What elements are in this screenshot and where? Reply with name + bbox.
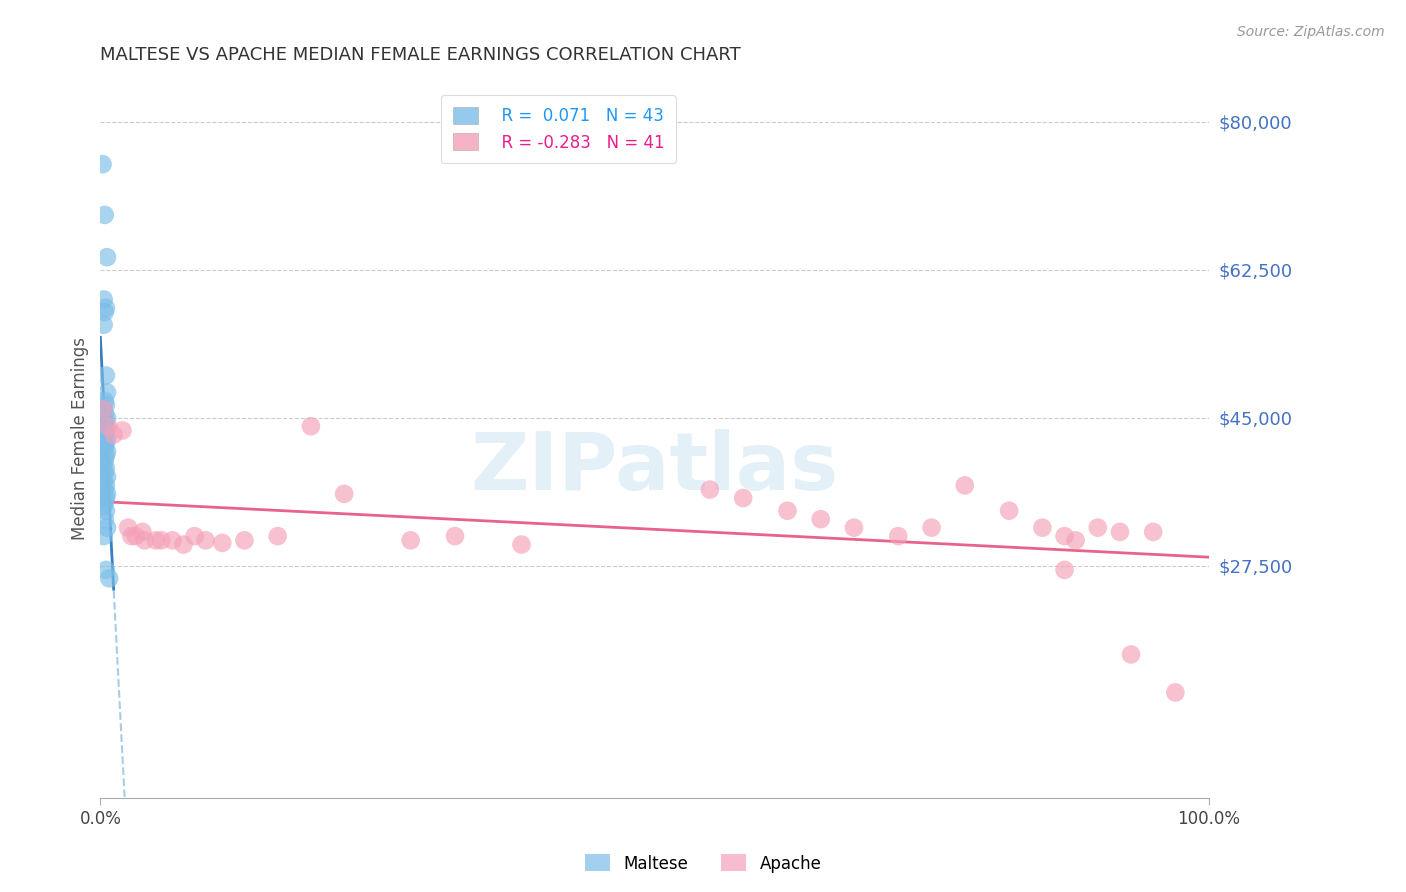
- Point: [94, 449, 117, 463]
- Point: [94, 512, 117, 526]
- Point: [444, 529, 467, 543]
- Point: [1087, 521, 1109, 535]
- Point: [97, 419, 120, 434]
- Point: [194, 533, 217, 548]
- Point: [733, 491, 755, 505]
- Point: [94, 441, 117, 455]
- Point: [94, 398, 117, 412]
- Point: [93, 318, 115, 332]
- Point: [93, 402, 115, 417]
- Point: [94, 491, 117, 505]
- Point: [94, 461, 117, 475]
- Point: [96, 385, 118, 400]
- Point: [93, 419, 115, 434]
- Point: [1053, 529, 1076, 543]
- Point: [266, 529, 288, 543]
- Point: [94, 436, 117, 450]
- Point: [94, 419, 117, 434]
- Point: [103, 427, 125, 442]
- Point: [233, 533, 256, 548]
- Point: [96, 487, 118, 501]
- Point: [94, 424, 117, 438]
- Point: [333, 487, 356, 501]
- Point: [93, 402, 115, 417]
- Point: [96, 432, 118, 446]
- Point: [93, 500, 115, 514]
- Point: [1031, 521, 1053, 535]
- Point: [93, 474, 115, 488]
- Point: [125, 529, 148, 543]
- Point: [111, 424, 134, 438]
- Point: [211, 536, 233, 550]
- Point: [94, 301, 117, 315]
- Point: [150, 533, 173, 548]
- Y-axis label: Median Female Earnings: Median Female Earnings: [72, 337, 89, 541]
- Point: [93, 293, 115, 307]
- Point: [953, 478, 976, 492]
- Point: [94, 407, 117, 421]
- Point: [810, 512, 832, 526]
- Point: [299, 419, 322, 434]
- Point: [94, 495, 117, 509]
- Point: [94, 478, 117, 492]
- Point: [94, 563, 117, 577]
- Point: [94, 208, 117, 222]
- Point: [94, 427, 117, 442]
- Point: [96, 444, 118, 458]
- Point: [887, 529, 910, 543]
- Point: [145, 533, 167, 548]
- Point: [399, 533, 422, 548]
- Text: ZIPatlas: ZIPatlas: [471, 429, 838, 507]
- Point: [94, 393, 117, 408]
- Point: [1064, 533, 1087, 548]
- Point: [96, 410, 118, 425]
- Point: [998, 504, 1021, 518]
- Point: [1142, 524, 1164, 539]
- Point: [1119, 648, 1142, 662]
- Legend: Maltese, Apache: Maltese, Apache: [578, 847, 828, 880]
- Point: [96, 521, 118, 535]
- Point: [98, 571, 121, 585]
- Point: [134, 533, 156, 548]
- Point: [94, 305, 117, 319]
- Point: [131, 524, 153, 539]
- Point: [120, 529, 142, 543]
- Point: [172, 537, 194, 551]
- Point: [93, 457, 115, 471]
- Point: [1053, 563, 1076, 577]
- Point: [94, 504, 117, 518]
- Point: [842, 521, 865, 535]
- Point: [1109, 524, 1132, 539]
- Point: [93, 436, 115, 450]
- Text: Source: ZipAtlas.com: Source: ZipAtlas.com: [1237, 25, 1385, 39]
- Point: [162, 533, 184, 548]
- Point: [183, 529, 205, 543]
- Point: [93, 529, 115, 543]
- Point: [94, 483, 117, 497]
- Point: [699, 483, 721, 497]
- Point: [94, 466, 117, 480]
- Point: [94, 415, 117, 429]
- Point: [117, 521, 139, 535]
- Point: [921, 521, 943, 535]
- Point: [510, 537, 533, 551]
- Point: [94, 453, 117, 467]
- Legend:   R =  0.071   N = 43,   R = -0.283   N = 41: R = 0.071 N = 43, R = -0.283 N = 41: [441, 95, 676, 163]
- Point: [91, 157, 114, 171]
- Point: [1164, 685, 1187, 699]
- Point: [776, 504, 799, 518]
- Point: [94, 368, 117, 383]
- Point: [96, 250, 118, 264]
- Point: [96, 470, 118, 484]
- Text: MALTESE VS APACHE MEDIAN FEMALE EARNINGS CORRELATION CHART: MALTESE VS APACHE MEDIAN FEMALE EARNINGS…: [100, 46, 741, 64]
